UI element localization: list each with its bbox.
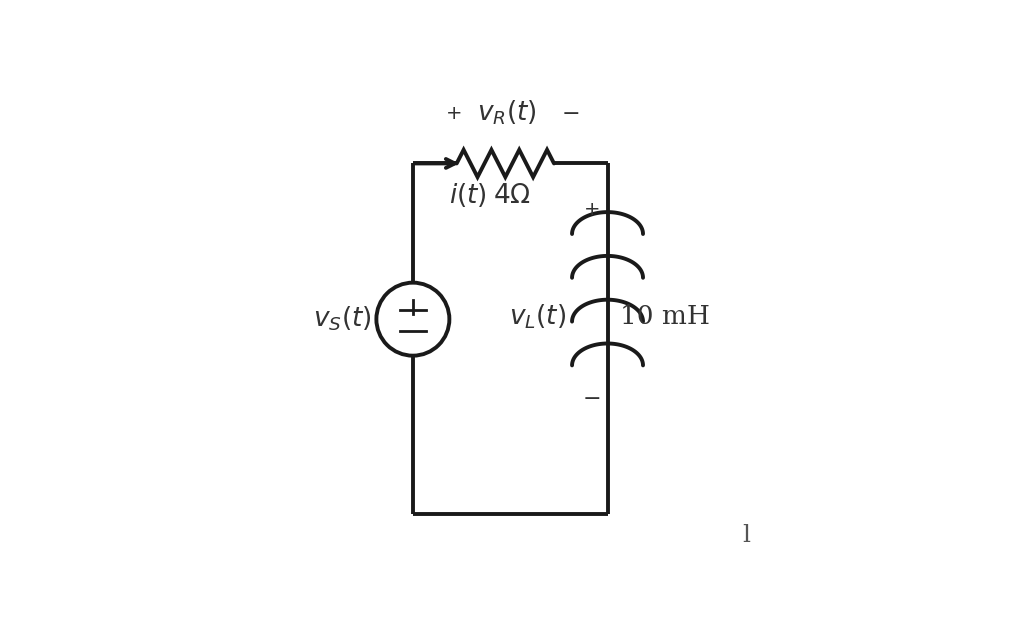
Text: $v_S(t)$: $v_S(t)$ [313, 305, 372, 334]
Text: +: + [584, 200, 600, 219]
Text: −: − [562, 104, 581, 125]
Text: $v_R(t)$: $v_R(t)$ [477, 98, 537, 126]
Text: 10 mH: 10 mH [620, 304, 710, 329]
Text: $v_L(t)$: $v_L(t)$ [509, 303, 566, 331]
Text: $i(t)$: $i(t)$ [450, 181, 487, 209]
Text: −: − [583, 389, 601, 410]
Text: l: l [742, 524, 751, 547]
Text: +: + [446, 104, 463, 123]
Text: $4 \Omega$: $4 \Omega$ [494, 183, 531, 207]
